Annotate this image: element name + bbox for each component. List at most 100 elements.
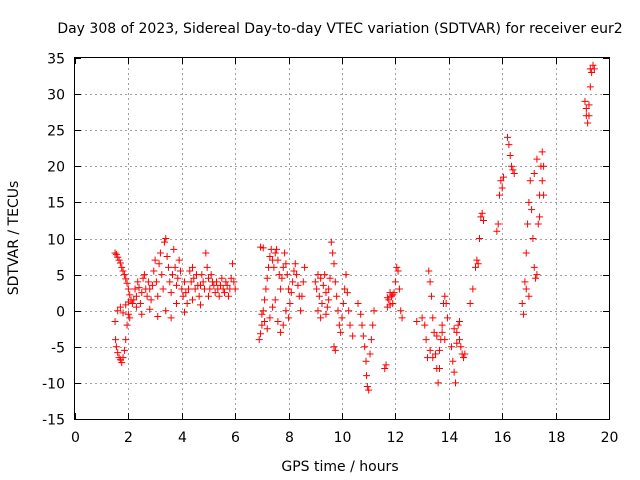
x-tick-label: 8	[285, 430, 294, 446]
data-point	[223, 281, 231, 289]
data-point	[421, 321, 429, 329]
data-point	[118, 263, 126, 271]
data-point	[466, 299, 474, 307]
data-point	[433, 332, 441, 340]
data-point	[391, 278, 399, 286]
data-point	[146, 285, 154, 293]
x-tick-label: 14	[441, 430, 459, 446]
data-point	[509, 166, 517, 174]
x-tick-label: 16	[494, 430, 512, 446]
data-point	[359, 332, 367, 340]
data-point	[450, 368, 458, 376]
data-point	[588, 68, 596, 76]
data-point	[285, 285, 293, 293]
data-point	[335, 321, 343, 329]
data-point	[128, 299, 136, 307]
data-point	[333, 292, 341, 300]
data-point	[274, 256, 282, 264]
data-point	[289, 278, 297, 286]
data-point	[430, 328, 438, 336]
data-point	[180, 278, 188, 286]
data-point	[363, 372, 371, 380]
data-point	[383, 294, 391, 302]
data-point	[418, 314, 426, 322]
data-point	[530, 170, 538, 178]
data-point	[171, 263, 179, 271]
data-point	[329, 249, 337, 257]
data-point	[150, 267, 158, 275]
data-point	[455, 336, 463, 344]
data-point	[262, 285, 270, 293]
data-point	[124, 298, 132, 306]
data-point	[447, 343, 455, 351]
data-point	[586, 65, 594, 73]
data-point	[313, 285, 321, 293]
data-point	[255, 336, 263, 344]
data-point	[522, 249, 530, 257]
data-point	[123, 279, 131, 287]
data-point	[508, 162, 516, 170]
data-point	[325, 296, 333, 304]
data-point	[199, 278, 207, 286]
y-tick-label: 0	[56, 305, 65, 321]
data-point	[343, 289, 351, 297]
data-point	[476, 235, 484, 242]
data-point	[326, 274, 334, 282]
data-point	[338, 314, 346, 322]
data-point	[534, 220, 542, 228]
data-point	[116, 303, 124, 311]
data-point	[196, 281, 204, 289]
data-point	[179, 292, 187, 300]
data-point	[164, 263, 172, 271]
data-point	[331, 346, 339, 354]
data-point	[330, 343, 338, 351]
data-point	[154, 312, 162, 320]
x-tick-label: 20	[601, 430, 619, 446]
data-points	[111, 61, 598, 394]
data-point	[122, 336, 130, 344]
data-point	[528, 206, 536, 214]
data-point	[258, 321, 266, 329]
data-point	[120, 271, 128, 279]
y-tick-label: 25	[47, 124, 65, 140]
data-point	[469, 285, 477, 293]
data-point	[370, 307, 378, 315]
data-point	[115, 256, 123, 264]
data-point	[435, 364, 443, 372]
data-point	[257, 330, 265, 338]
data-point	[279, 321, 287, 329]
data-point	[285, 314, 293, 322]
data-point	[215, 292, 223, 300]
data-point	[217, 281, 225, 289]
data-point	[114, 307, 122, 315]
y-tick-label: 15	[47, 196, 65, 212]
data-point	[147, 296, 155, 304]
data-point	[138, 310, 146, 318]
data-point	[143, 292, 151, 300]
data-point	[298, 292, 306, 300]
data-point	[358, 321, 366, 329]
data-point	[229, 260, 237, 268]
data-point	[136, 299, 144, 307]
data-point	[282, 260, 290, 268]
data-point	[477, 213, 485, 221]
data-point	[138, 289, 146, 297]
data-point	[297, 307, 305, 315]
data-point	[510, 170, 518, 178]
data-point	[154, 292, 162, 300]
data-point	[112, 250, 120, 258]
data-point	[496, 191, 504, 199]
data-point	[538, 148, 546, 156]
data-point	[187, 278, 195, 286]
data-point	[322, 310, 330, 318]
data-point	[454, 321, 462, 329]
data-point	[263, 325, 271, 333]
data-point	[582, 105, 590, 113]
data-point	[585, 112, 593, 120]
data-point	[198, 271, 206, 279]
data-point	[441, 336, 449, 344]
data-point	[451, 379, 459, 387]
data-point	[397, 307, 405, 315]
data-point	[269, 303, 277, 311]
data-point	[230, 278, 238, 286]
